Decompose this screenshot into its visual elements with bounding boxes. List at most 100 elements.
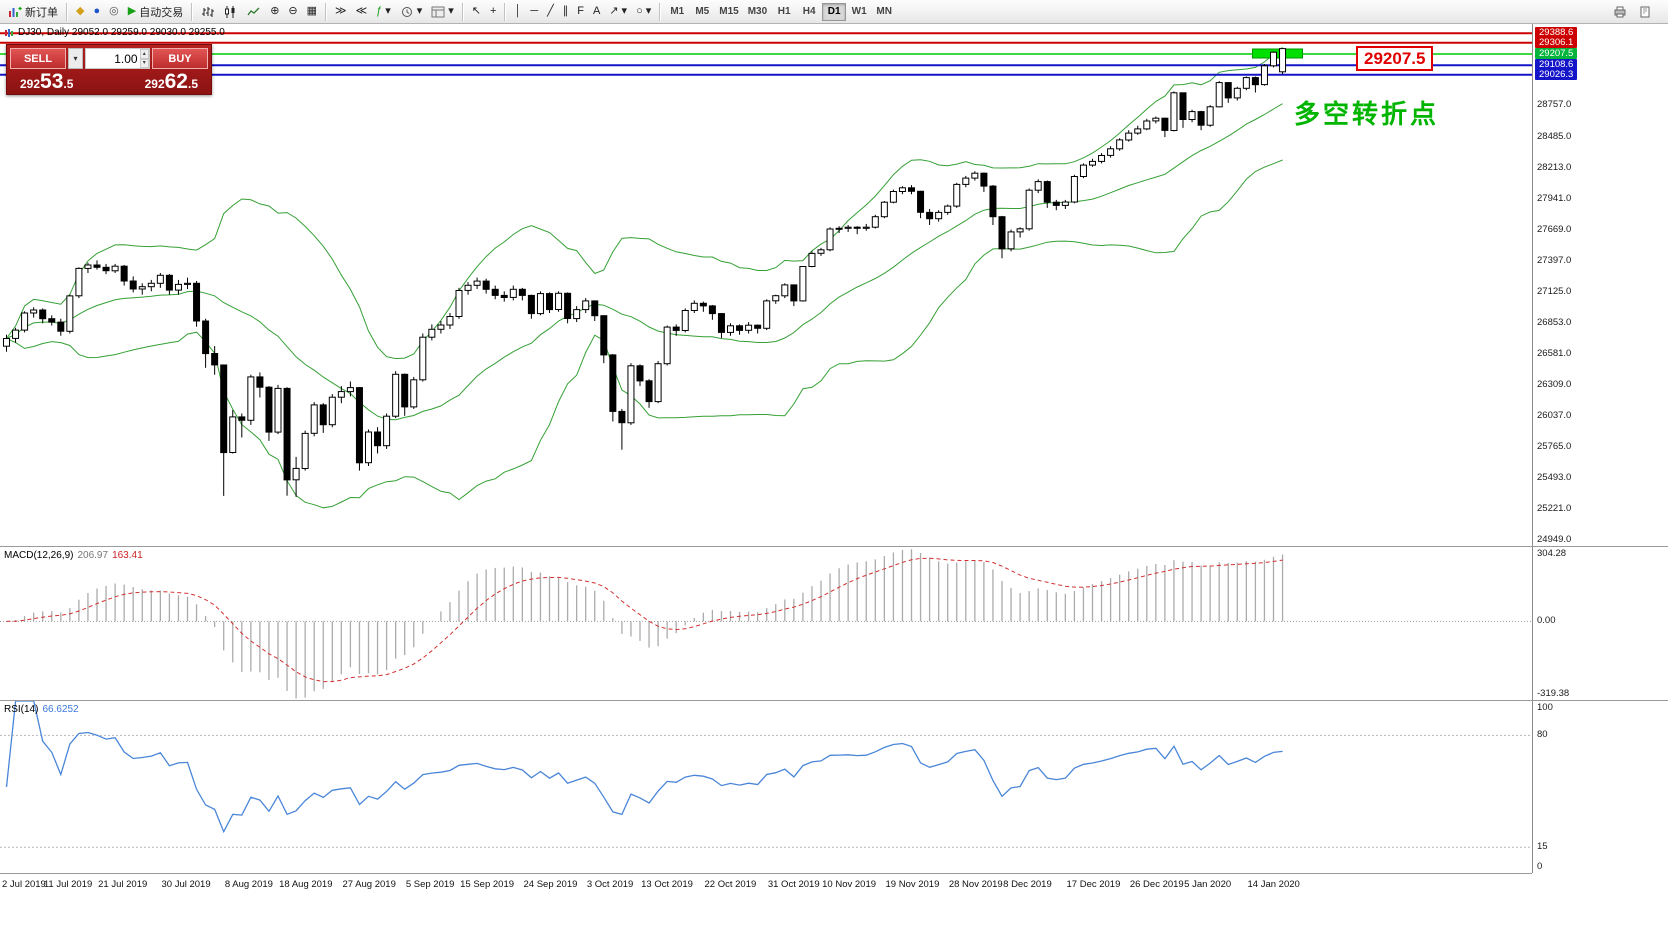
cursor-icon: ↖ bbox=[471, 5, 482, 17]
price-level-chip: 29388.6 bbox=[1535, 27, 1578, 39]
new-order-button[interactable]: 新订单 bbox=[4, 2, 62, 22]
timeframe-M5-button[interactable]: M5 bbox=[690, 3, 714, 21]
print-preview-button[interactable] bbox=[1634, 2, 1656, 22]
timeframe-M15-button[interactable]: M15 bbox=[715, 3, 742, 21]
shapes-icon: ○ bbox=[636, 5, 643, 17]
zoom-in-button[interactable]: ⊕ bbox=[266, 2, 283, 22]
axis-label: 28213.0 bbox=[1537, 161, 1572, 173]
date-label: 28 Nov 2019 bbox=[948, 879, 1003, 890]
date-label: 14 Jan 2020 bbox=[1247, 879, 1300, 890]
buy-button[interactable]: BUY bbox=[152, 48, 208, 69]
axis-label: 26309.0 bbox=[1537, 379, 1572, 391]
chart-shift-icon: ≪ bbox=[355, 5, 368, 17]
timeframe-MN-button[interactable]: MN bbox=[872, 3, 896, 21]
price-digits: 292 bbox=[144, 77, 165, 91]
volume-input[interactable] bbox=[86, 49, 140, 68]
indicators-icon: ƒ bbox=[376, 5, 383, 17]
autotrading-button[interactable]: ▶ 自动交易 bbox=[124, 2, 187, 22]
price-level-chip: 29207.5 bbox=[1535, 47, 1578, 59]
candlestick-chart-button[interactable] bbox=[220, 2, 242, 22]
date-label: 11 Jul 2019 bbox=[43, 879, 93, 890]
zoom-in-icon: ⊕ bbox=[270, 5, 280, 17]
timeframe-D1-button[interactable]: D1 bbox=[822, 2, 847, 21]
price-axis[interactable]: 29388.6 29306.1 29207.5 29108.6 29026.3 28757… bbox=[1532, 24, 1668, 546]
tile-windows-button[interactable]: ▦ bbox=[303, 2, 321, 22]
crosshair-icon: + bbox=[490, 5, 497, 17]
chart-shift-button[interactable]: ≪ bbox=[352, 2, 372, 22]
volume-field: ▴ ▾ bbox=[85, 48, 150, 69]
date-label: 5 Sep 2019 bbox=[405, 879, 455, 890]
macd-name: MACD(12,26,9) bbox=[4, 550, 74, 561]
axis-label: 25765.0 bbox=[1537, 441, 1572, 453]
tile-windows-icon: ▦ bbox=[306, 5, 318, 17]
timeframe-H1-button[interactable]: H1 bbox=[772, 3, 796, 21]
price-chart-canvas[interactable] bbox=[0, 24, 1532, 546]
line-chart-button[interactable] bbox=[243, 2, 265, 22]
axis-label: 24949.0 bbox=[1537, 534, 1572, 546]
fibonacci-button[interactable]: F bbox=[573, 2, 588, 22]
periods-button[interactable]: ▾ bbox=[396, 2, 427, 22]
channel-button[interactable]: ∥ bbox=[559, 2, 573, 22]
macd-axis[interactable]: 304.28 0.00 -319.38 bbox=[1532, 547, 1668, 700]
date-label: 3 Oct 2019 bbox=[586, 879, 634, 890]
separator bbox=[191, 2, 194, 21]
separator bbox=[659, 2, 662, 21]
sell-button[interactable]: SELL bbox=[10, 48, 66, 69]
timeframe-H4-button[interactable]: H4 bbox=[797, 3, 821, 21]
indicators-button[interactable]: ƒ ▾ bbox=[372, 2, 395, 22]
date-label: 17 Dec 2019 bbox=[1066, 879, 1121, 890]
date-label: 27 Aug 2019 bbox=[342, 879, 396, 890]
timeframe-M1-button[interactable]: M1 bbox=[665, 3, 689, 21]
axis-label: 27669.0 bbox=[1537, 223, 1572, 235]
price-level-chip: 29026.3 bbox=[1535, 68, 1578, 80]
time-axis[interactable]: 2 Jul 2019 11 Jul 2019 21 Jul 2019 30 Jul 2… bbox=[0, 873, 1532, 894]
axis-label: 26581.0 bbox=[1537, 347, 1572, 359]
zoom-out-button[interactable]: ⊖ bbox=[284, 2, 301, 22]
volume-dropdown[interactable]: ▾ bbox=[68, 48, 83, 69]
date-label: 5 Jan 2020 bbox=[1184, 879, 1232, 890]
date-label: 8 Dec 2019 bbox=[1003, 879, 1052, 890]
trendline-button[interactable]: ╱ bbox=[543, 2, 558, 22]
date-label: 15 Sep 2019 bbox=[460, 879, 515, 890]
text-button[interactable]: A bbox=[589, 2, 604, 22]
volume-increase-button[interactable]: ▴ bbox=[139, 49, 149, 59]
shapes-button[interactable]: ○ ▾ bbox=[632, 2, 655, 22]
date-label: 24 Sep 2019 bbox=[523, 879, 578, 890]
terminal-button[interactable]: ◎ bbox=[105, 2, 123, 22]
price-callout-box[interactable]: 29207.5 bbox=[1356, 46, 1434, 71]
turning-point-annotation[interactable]: 多空转折点 bbox=[1294, 99, 1440, 129]
axis-label: 15 bbox=[1537, 841, 1548, 853]
vertical-line-button[interactable]: │ bbox=[510, 2, 525, 22]
axis-label: 26037.0 bbox=[1537, 410, 1572, 422]
date-label: 30 Jul 2019 bbox=[161, 879, 211, 890]
sell-price: 292 53.5 bbox=[20, 70, 73, 93]
chart-title: DJ30, Daily 29052.0 29259.0 29030.0 2925… bbox=[4, 27, 225, 38]
crosshair-button[interactable]: + bbox=[486, 2, 500, 22]
charts-button[interactable]: ◆ bbox=[72, 2, 88, 22]
profiles-button[interactable]: ● bbox=[89, 2, 104, 22]
rsi-label: RSI(14) 66.6252 bbox=[4, 704, 79, 715]
cursor-button[interactable]: ↖ bbox=[468, 2, 485, 22]
macd-label: MACD(12,26,9) 206.97 163.41 bbox=[4, 550, 143, 561]
horizontal-line-button[interactable]: ─ bbox=[526, 2, 542, 22]
timeframe-W1-button[interactable]: W1 bbox=[847, 3, 871, 21]
auto-scroll-button[interactable]: ≫ bbox=[331, 2, 351, 22]
chevron-down-icon: ▾ bbox=[645, 5, 652, 17]
price-digits: 53 bbox=[40, 70, 64, 93]
date-label: 21 Jul 2019 bbox=[98, 879, 148, 890]
rsi-canvas[interactable] bbox=[0, 701, 1532, 873]
axis-label: 0 bbox=[1537, 861, 1543, 872]
timeframe-M30-button[interactable]: M30 bbox=[744, 3, 771, 21]
volume-decrease-button[interactable]: ▾ bbox=[139, 58, 149, 68]
text-icon: A bbox=[592, 5, 601, 17]
macd-canvas[interactable] bbox=[0, 547, 1532, 700]
bar-chart-button[interactable] bbox=[197, 2, 219, 22]
rsi-axis[interactable]: 100 80 15 0 bbox=[1532, 701, 1668, 873]
rsi-name: RSI(14) bbox=[4, 704, 39, 715]
print-button[interactable] bbox=[1609, 2, 1631, 22]
chevron-down-icon: ▾ bbox=[448, 5, 454, 17]
arrow-tool-button[interactable]: ↗ ▾ bbox=[605, 2, 631, 22]
price-level-chip: 29108.6 bbox=[1535, 59, 1578, 71]
main-toolbar: 新订单 ◆ ● ◎ ▶ 自动交易 ⊕ ⊖ ▦ ≫ ≪ ƒ ▾ ▾ ▾ ↖ + │ … bbox=[0, 0, 1668, 24]
templates-button[interactable]: ▾ bbox=[427, 2, 458, 22]
